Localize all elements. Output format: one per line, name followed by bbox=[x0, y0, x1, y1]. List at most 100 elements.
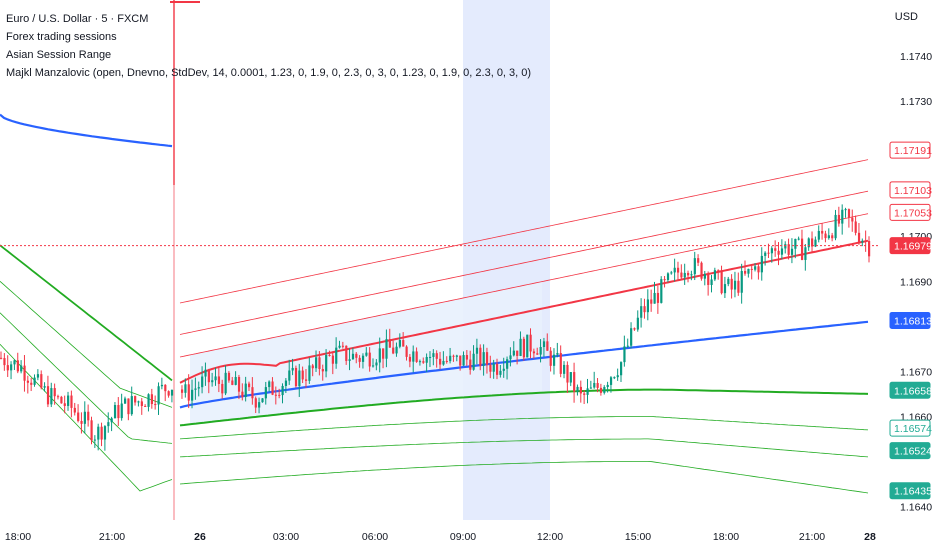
candle-body[interactable] bbox=[147, 394, 150, 407]
candle-body[interactable] bbox=[599, 387, 603, 393]
candle-body[interactable] bbox=[93, 439, 97, 441]
candle-body[interactable] bbox=[542, 341, 546, 348]
candle-body[interactable] bbox=[398, 340, 402, 347]
candle-body[interactable] bbox=[308, 365, 311, 381]
candle-body[interactable] bbox=[552, 354, 556, 366]
candle-body[interactable] bbox=[777, 250, 780, 255]
candle-body[interactable] bbox=[492, 363, 495, 372]
candle-body[interactable] bbox=[241, 391, 244, 397]
candle-body[interactable] bbox=[194, 388, 197, 390]
candle-body[interactable] bbox=[415, 351, 418, 362]
candle-body[interactable] bbox=[103, 426, 107, 440]
candle-body[interactable] bbox=[811, 238, 814, 247]
candle-body[interactable] bbox=[211, 380, 214, 383]
candle-body[interactable] bbox=[301, 370, 304, 380]
candle-body[interactable] bbox=[740, 270, 743, 293]
candle-body[interactable] bbox=[30, 382, 33, 385]
candle-body[interactable] bbox=[502, 368, 505, 371]
candle-body[interactable] bbox=[656, 292, 660, 303]
candle-body[interactable] bbox=[348, 359, 351, 361]
candle-body[interactable] bbox=[844, 209, 847, 211]
candle-body[interactable] bbox=[221, 383, 224, 394]
candle-body[interactable] bbox=[318, 357, 321, 370]
candle-body[interactable] bbox=[757, 266, 760, 273]
candle-body[interactable] bbox=[579, 386, 582, 394]
candle-body[interactable] bbox=[355, 353, 358, 358]
candle-body[interactable] bbox=[626, 345, 629, 347]
candle-body[interactable] bbox=[180, 389, 184, 393]
candle-body[interactable] bbox=[117, 405, 120, 419]
candle-body[interactable] bbox=[713, 270, 717, 280]
candle-body[interactable] bbox=[532, 351, 536, 354]
candle-body[interactable] bbox=[506, 359, 509, 369]
candle-body[interactable] bbox=[787, 244, 790, 255]
candle-body[interactable] bbox=[606, 384, 609, 388]
candle-body[interactable] bbox=[663, 279, 666, 281]
candle-body[interactable] bbox=[660, 279, 663, 303]
candle-body[interactable] bbox=[760, 255, 763, 273]
candle-body[interactable] bbox=[70, 395, 73, 408]
candle-body[interactable] bbox=[710, 279, 713, 285]
candle-body[interactable] bbox=[405, 346, 408, 357]
candle-body[interactable] bbox=[328, 355, 331, 357]
candle-body[interactable] bbox=[90, 420, 93, 441]
candle-body[interactable] bbox=[573, 372, 576, 392]
candle-body[interactable] bbox=[499, 370, 502, 375]
candle-body[interactable] bbox=[509, 355, 512, 360]
candle-body[interactable] bbox=[311, 365, 314, 369]
candle-body[interactable] bbox=[569, 372, 572, 383]
candle-body[interactable] bbox=[40, 374, 43, 388]
candle-body[interactable] bbox=[50, 388, 53, 405]
candle-body[interactable] bbox=[804, 247, 807, 260]
candle-body[interactable] bbox=[469, 359, 472, 370]
candle-body[interactable] bbox=[154, 404, 157, 406]
candle-body[interactable] bbox=[737, 280, 740, 293]
candle-body[interactable] bbox=[609, 377, 613, 385]
candle-body[interactable] bbox=[67, 395, 70, 406]
candle-body[interactable] bbox=[335, 347, 338, 364]
candle-body[interactable] bbox=[358, 357, 361, 362]
candle-body[interactable] bbox=[26, 380, 30, 383]
candle-body[interactable] bbox=[264, 387, 267, 399]
candle-body[interactable] bbox=[271, 381, 274, 395]
candle-body[interactable] bbox=[6, 365, 9, 371]
candle-body[interactable] bbox=[36, 374, 40, 378]
candle-body[interactable] bbox=[435, 353, 438, 359]
candle-body[interactable] bbox=[110, 418, 113, 423]
candle-body[interactable] bbox=[127, 398, 130, 415]
candle-body[interactable] bbox=[187, 384, 190, 401]
candle-body[interactable] bbox=[670, 272, 673, 274]
candle-body[interactable] bbox=[201, 376, 204, 388]
candle-body[interactable] bbox=[707, 274, 710, 285]
candle-body[interactable] bbox=[87, 411, 90, 421]
candle-body[interactable] bbox=[479, 347, 482, 366]
candle-body[interactable] bbox=[43, 386, 46, 388]
time-axis[interactable]: 18:00 21:00 26 03:00 06:00 09:00 12:00 15:00 18:… bbox=[5, 531, 876, 543]
candle-body[interactable] bbox=[77, 412, 80, 421]
candle-body[interactable] bbox=[191, 389, 194, 401]
candle-body[interactable] bbox=[583, 393, 586, 395]
candle-body[interactable] bbox=[207, 369, 210, 383]
candle-body[interactable] bbox=[402, 340, 405, 347]
candle-body[interactable] bbox=[593, 382, 596, 388]
candle-body[interactable] bbox=[395, 346, 398, 354]
candle-body[interactable] bbox=[412, 351, 415, 362]
candle-body[interactable] bbox=[97, 426, 100, 440]
candle-body[interactable] bbox=[315, 357, 318, 369]
candle-body[interactable] bbox=[516, 350, 519, 356]
candle-body[interactable] bbox=[388, 339, 391, 348]
candles-layer[interactable] bbox=[0, 204, 871, 451]
candle-body[interactable] bbox=[418, 361, 422, 363]
candle-body[interactable] bbox=[817, 230, 820, 240]
candle-body[interactable] bbox=[465, 355, 469, 360]
candle-body[interactable] bbox=[217, 376, 221, 384]
candle-body[interactable] bbox=[361, 355, 365, 362]
candle-body[interactable] bbox=[868, 240, 871, 257]
price-axis[interactable]: 1.174001.173001.170001.169001.167001.166… bbox=[900, 51, 932, 513]
candle-body[interactable] bbox=[589, 387, 593, 389]
candle-body[interactable] bbox=[643, 306, 646, 313]
candle-body[interactable] bbox=[847, 209, 851, 218]
indicator-asian-session-range[interactable]: Asian Session Range bbox=[6, 49, 112, 61]
candle-body[interactable] bbox=[442, 360, 445, 365]
candle-body[interactable] bbox=[666, 273, 670, 280]
